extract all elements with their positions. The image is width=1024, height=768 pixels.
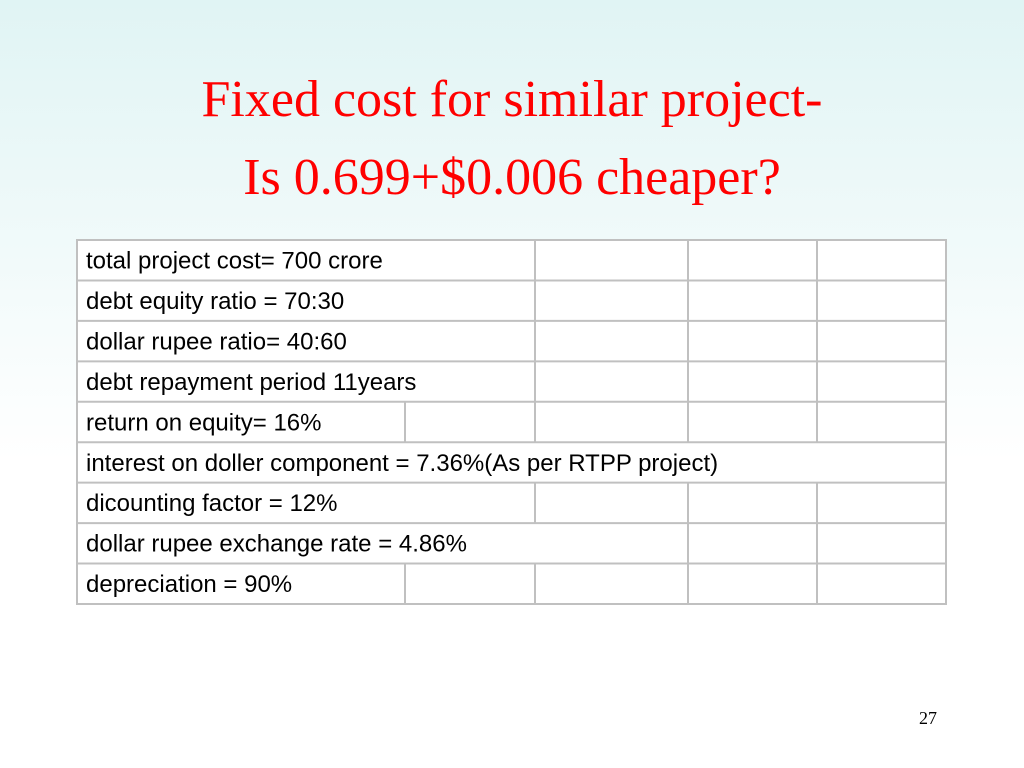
- title-line: Fixed cost for similar project-: [202, 71, 823, 128]
- cell-text: dollar rupee exchange rate = 4.86%: [86, 531, 467, 558]
- cell-text: debt repayment period 11years: [86, 369, 416, 396]
- page-number: 27: [919, 708, 937, 728]
- cell-text: interest on doller component = 7.36%(As …: [86, 450, 718, 477]
- cell-text: total project cost= 700 crore: [86, 248, 383, 275]
- cell-text: depreciation = 90%: [86, 571, 292, 598]
- table: total project cost= 700 crore debt equity…: [77, 240, 946, 604]
- cell-text: dollar rupee ratio= 40:60: [86, 328, 347, 355]
- cell-text: return on equity= 16%: [86, 409, 322, 436]
- cell-text: dicounting factor = 12%: [86, 490, 338, 517]
- table-frame: [76, 239, 947, 605]
- cell-text: debt equity ratio = 70:30: [86, 288, 344, 315]
- title-line: Is 0.699+$0.006 cheaper?: [243, 149, 781, 206]
